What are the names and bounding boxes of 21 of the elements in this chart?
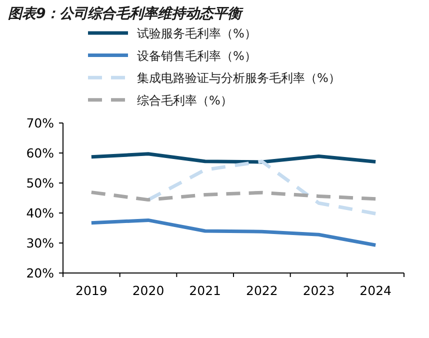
x-tick-label: 2019 [76, 283, 108, 298]
legend-label: 综合毛利率（%） [137, 93, 232, 108]
y-tick-label: 60% [26, 146, 54, 160]
y-tick-label: 40% [26, 206, 54, 220]
x-tick-label: 2022 [246, 283, 278, 298]
chart-title: 图表9：公司综合毛利率维持动态平衡 [8, 5, 244, 22]
y-tick-label: 70% [26, 116, 54, 130]
y-tick-label: 20% [26, 266, 54, 280]
line-series [90, 218, 378, 247]
x-tick-label: 2021 [189, 283, 221, 298]
x-tick-label: 2024 [360, 283, 392, 298]
legend-label: 设备销售毛利率（%） [137, 48, 256, 63]
x-tick-label: 2023 [302, 283, 335, 298]
line-series [90, 152, 378, 164]
legend-label: 试验服务毛利率（%） [137, 26, 256, 40]
line-series [146, 160, 378, 216]
line-series [90, 190, 378, 202]
x-tick-label: 2020 [132, 283, 164, 298]
y-tick-label: 30% [26, 236, 54, 250]
y-tick-label: 50% [26, 176, 54, 190]
legend-label: 集成电路验证与分析服务毛利率（%） [137, 71, 340, 86]
